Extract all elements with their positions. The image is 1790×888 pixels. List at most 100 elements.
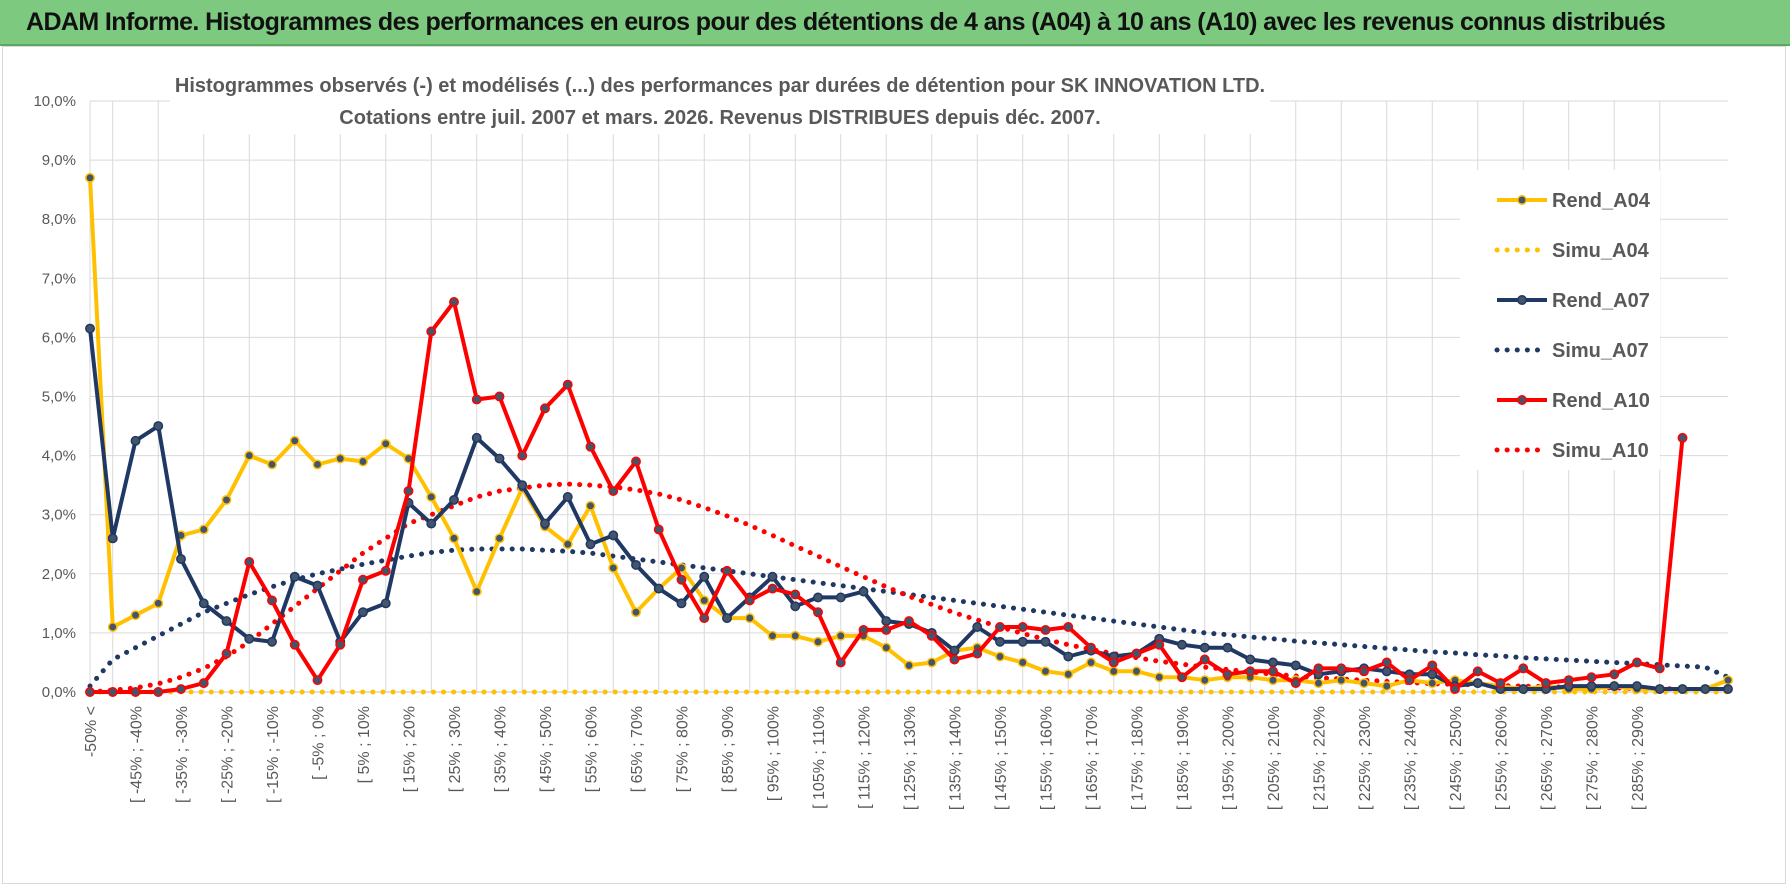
point-Rend_A07 [676,598,687,609]
point-Rend_A07 [767,571,778,582]
point-Rend_A10 [995,622,1005,632]
x-tick-label: [ 215% ; 220% [1312,706,1329,810]
point-Rend_A10 [1313,663,1324,674]
point-Rend_A10 [1404,675,1415,686]
point-Rend_A07 [1017,636,1028,647]
point-Rend_A10 [426,326,437,337]
point-Rend_A04 [267,459,277,470]
point-Rend_A10 [1586,672,1597,683]
point-Rend_A07 [1245,654,1256,665]
y-tick-label: 0,0% [42,684,76,701]
point-Rend_A07 [244,633,255,644]
point-Rend_A07 [1063,651,1074,662]
point-Rend_A10 [926,630,937,641]
point-Rend_A07 [198,598,209,609]
point-Rend_A07 [494,453,505,464]
point-Rend_A10 [358,574,368,585]
point-Rend_A04 [335,453,346,464]
legend-label: Simu_A07 [1552,340,1649,362]
point-Rend_A07 [1427,669,1438,680]
point-Rend_A04 [1131,666,1142,677]
y-tick-label: 5,0% [42,389,76,406]
point-Rend_A10 [107,687,118,697]
x-tick-label: [ 55% ; 60% [584,706,601,792]
point-Rend_A07 [380,598,391,609]
point-Rend_A07 [631,559,641,570]
point-Rend_A10 [1177,672,1187,683]
y-tick-label: 6,0% [42,329,76,346]
x-tick-label: [ 175% ; 180% [1130,706,1147,810]
point-Rend_A04 [221,494,232,505]
point-Rend_A10 [1154,639,1165,650]
point-Rend_A07 [813,592,823,603]
point-Rend_A04 [744,613,755,624]
point-Rend_A10 [722,565,732,576]
point-Rend_A10 [562,379,573,390]
point-Rend_A07 [471,432,482,443]
point-Rend_A04 [813,636,823,647]
x-tick-label: [ 65% ; 70% [629,706,646,792]
line-Simu_A07 [87,546,1731,689]
point-Rend_A07 [153,421,164,431]
x-tick-label: [ -45% ; -40% [129,706,146,803]
point-Rend_A04 [1108,666,1119,677]
point-Rend_A04 [631,607,641,618]
point-Rend_A04 [312,459,323,470]
legend-marker [1517,195,1527,205]
point-Rend_A04 [1040,666,1051,677]
point-Rend_A10 [1131,648,1142,659]
point-Rend_A10 [517,450,528,461]
point-Rend_A04 [995,651,1005,662]
legend-item-Rend_A04: Rend_A04 [1497,190,1651,212]
point-Rend_A10 [1336,663,1347,674]
point-Rend_A04 [790,630,801,641]
y-tick-label: 9,0% [42,152,76,169]
point-Rend_A04 [562,539,573,550]
x-tick-label: [ 225% ; 230% [1357,706,1374,810]
point-Rend_A10 [1268,666,1278,677]
point-Rend_A10 [1541,678,1551,689]
point-Rend_A04 [289,435,300,446]
point-Rend_A10 [585,441,596,452]
point-Rend_A07 [722,613,732,624]
point-Rend_A07 [858,586,869,597]
point-Rend_A10 [449,296,459,307]
point-Rend_A07 [562,492,573,502]
point-Rend_A10 [813,607,823,618]
point-Rend_A04 [1199,675,1210,686]
point-Rend_A10 [1245,666,1256,677]
x-tick-label: [ 125% ; 130% [902,706,919,810]
x-tick-label: [ 285% ; 290% [1630,706,1647,810]
legend-label: Simu_A10 [1552,440,1649,462]
point-Rend_A07 [449,494,459,505]
point-Rend_A10 [1063,622,1074,632]
point-Rend_A10 [1086,642,1096,653]
legend-item-Rend_A07: Rend_A07 [1497,290,1650,312]
point-Rend_A10 [1563,675,1574,686]
chart-frame [2,46,1786,884]
point-Rend_A10 [380,565,391,576]
point-Rend_A10 [1017,622,1028,632]
x-tick-label: [ 145% ; 150% [993,706,1010,810]
point-Rend_A04 [380,438,391,449]
x-tick-label: [ 235% ; 240% [1403,706,1420,810]
point-Rend_A04 [449,533,459,544]
y-tick-label: 10,0% [33,93,76,110]
point-Rend_A07 [790,601,801,612]
point-Rend_A10 [289,639,300,650]
point-Rend_A07 [176,554,186,564]
point-Rend_A04 [585,500,596,511]
point-Rend_A07 [1677,684,1688,694]
x-tick-label: [ 275% ; 280% [1585,706,1602,810]
point-Rend_A04 [1381,681,1392,692]
page-title: ADAM Informe. Histogrammes des performan… [26,8,1666,36]
chart-subtitle: Cotations entre juil. 2007 et mars. 2026… [339,107,1100,129]
point-Rend_A07 [289,571,300,582]
legend-item-Simu_A04: Simu_A04 [1494,240,1650,262]
point-Rend_A10 [1222,669,1233,680]
point-Rend_A04 [881,642,892,653]
point-Rend_A04 [835,630,846,641]
point-Rend_A10 [1359,666,1369,677]
point-Rend_A04 [1359,678,1369,689]
point-Rend_A07 [267,636,277,647]
